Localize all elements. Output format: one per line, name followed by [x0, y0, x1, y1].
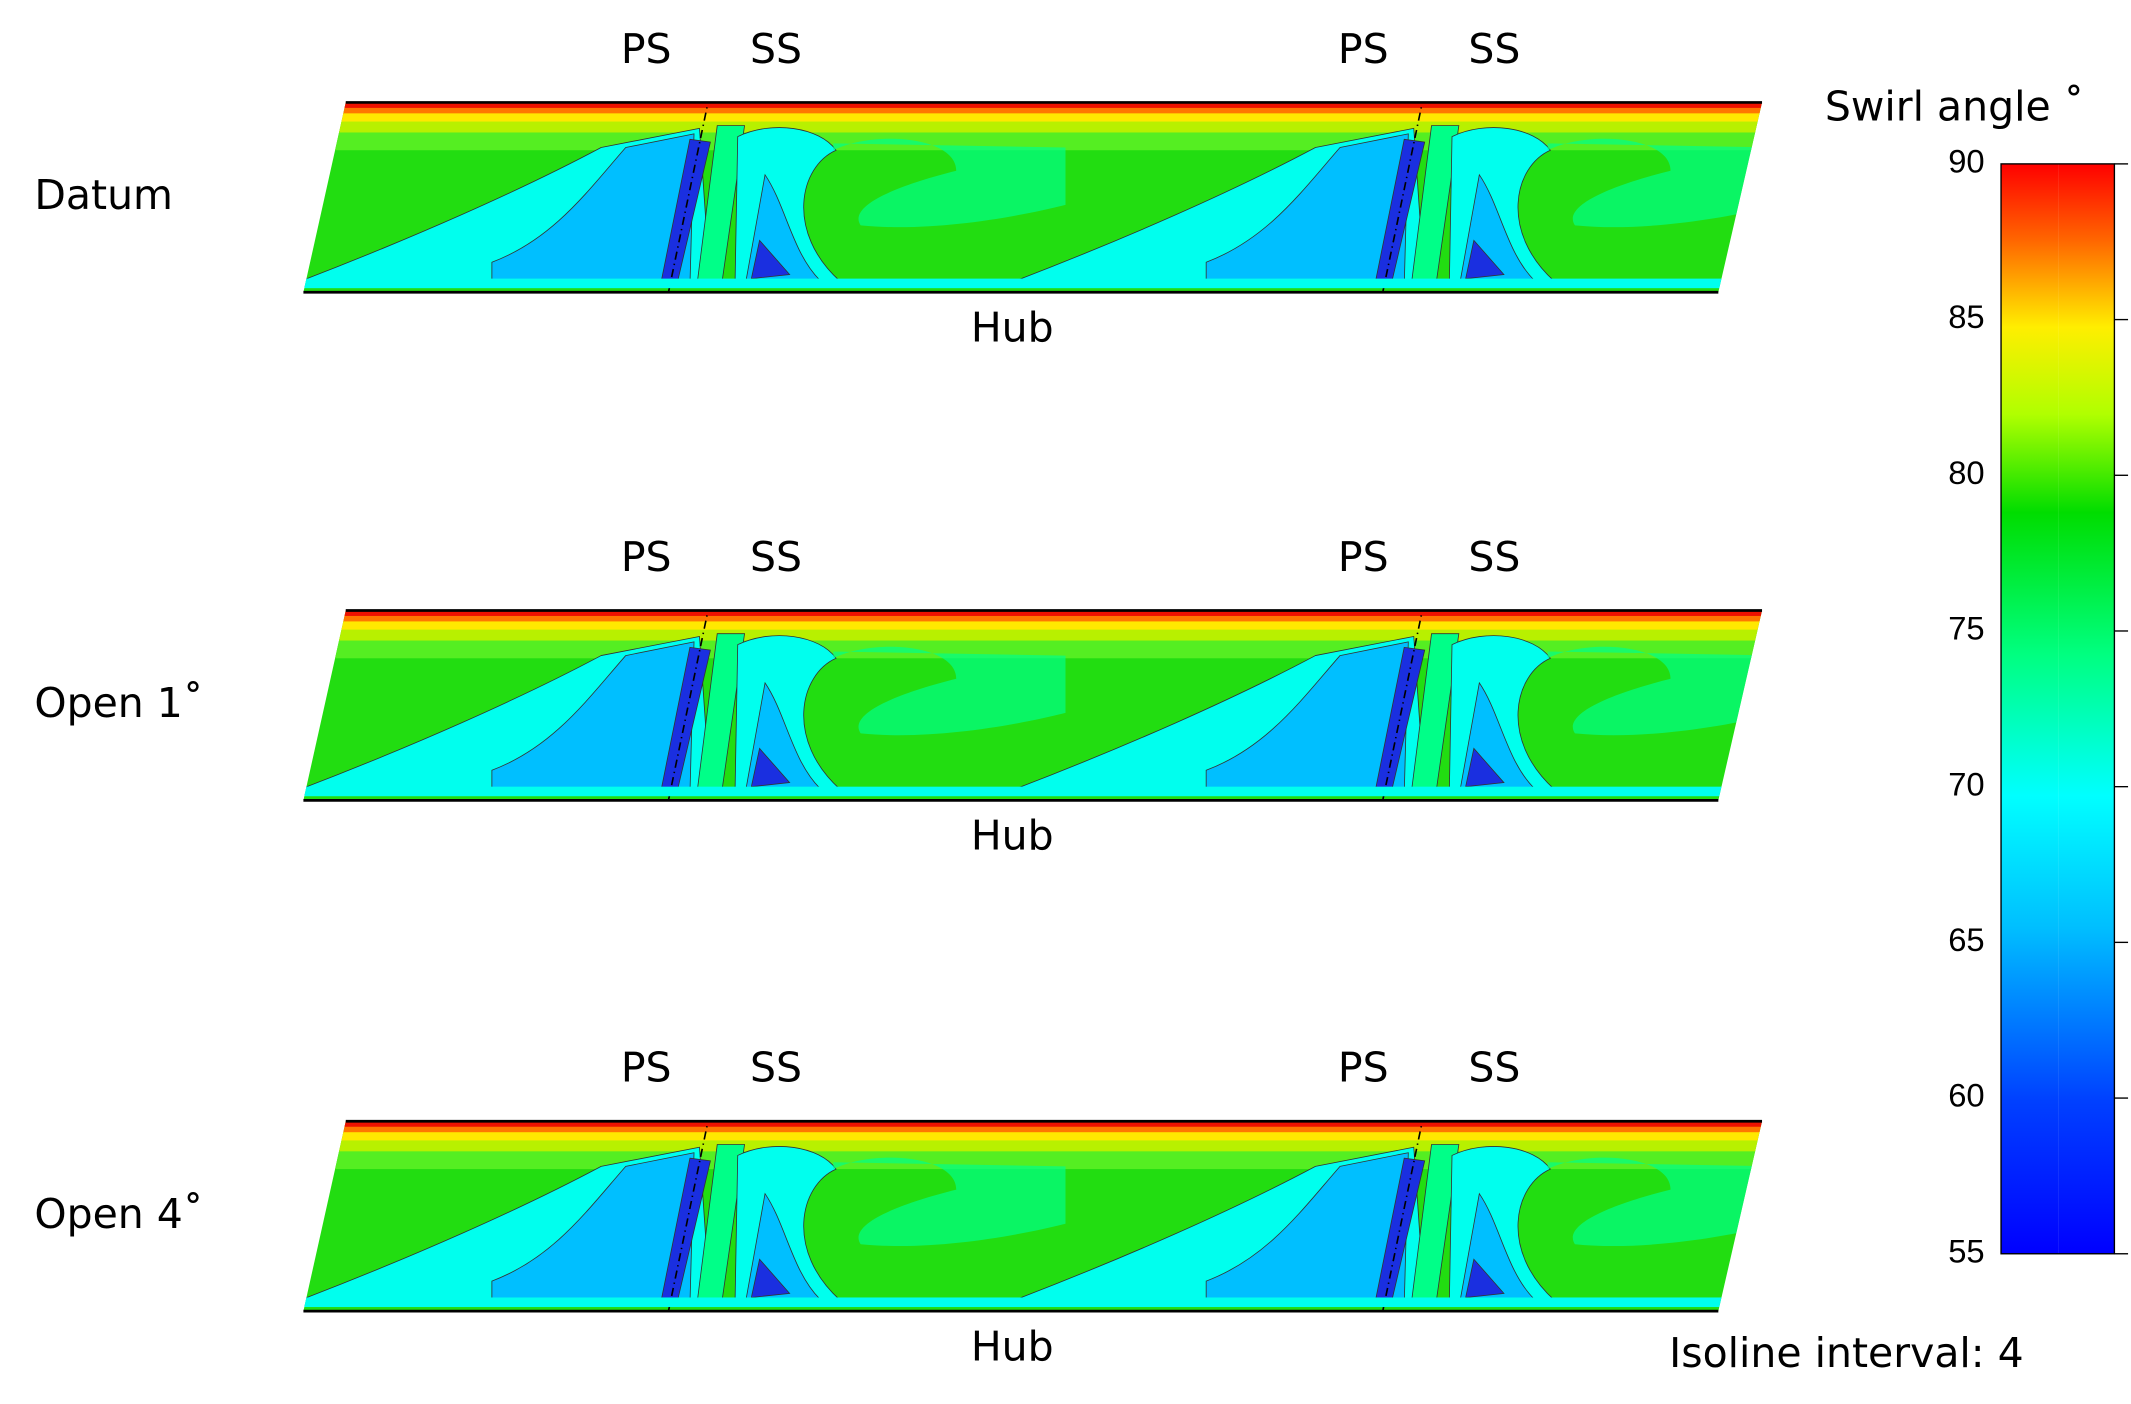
colorbar-frame: [2000, 163, 2116, 1255]
contour-panel: Open 4˚ PS SS PS SS Hub: [34, 1044, 1789, 1370]
hub-label: Hub: [971, 304, 1054, 352]
blade-label: SS: [1468, 533, 1520, 581]
colorbar-title: Swirl angle ˚: [1825, 82, 2084, 130]
contour-plot: [273, 586, 1789, 815]
colorbar-gradient: [2058, 163, 2115, 1254]
contour-plot: [273, 1097, 1789, 1326]
contour-panel: Datum PS SS PS SS Hub: [34, 25, 1789, 352]
hub-label: Hub: [971, 812, 1054, 860]
blade-label: PS: [621, 25, 672, 73]
blade-label: PS: [621, 1044, 672, 1092]
blade-label: PS: [1338, 533, 1389, 581]
colorbar-tick-label: 55: [1948, 1232, 1984, 1269]
colorbar-tick-label: 90: [1948, 143, 1984, 180]
blade-label: SS: [750, 533, 802, 581]
blade-label: PS: [621, 533, 672, 581]
colorbar-tick-label: 70: [1948, 765, 1984, 802]
colorbar-tick-label: 80: [1948, 454, 1984, 491]
note: Isoline interval: 4: [1669, 1329, 2024, 1377]
blade-label: SS: [750, 25, 802, 73]
blade-label: SS: [750, 1044, 802, 1092]
colorbar-bands: [2001, 163, 2059, 1254]
blade-label: SS: [1468, 1044, 1520, 1092]
colorbar-tick-label: 60: [1948, 1077, 1984, 1114]
colorbar-tick-label: 75: [1948, 610, 1984, 647]
hub-label: Hub: [971, 1322, 1054, 1370]
contour-panel: Open 1˚ PS SS PS SS Hub: [34, 533, 1789, 860]
panel-label: Open 4˚: [34, 1190, 203, 1238]
panel-label: Open 1˚: [34, 679, 203, 727]
colorbar-tick-label: 85: [1948, 298, 1984, 335]
panel-label: Datum: [34, 171, 173, 219]
blade-label: PS: [1338, 1044, 1389, 1092]
contour-plot: [273, 78, 1789, 307]
blade-label: PS: [1338, 25, 1389, 73]
blade-label: SS: [1468, 25, 1520, 73]
colorbar-tick-label: 65: [1948, 921, 1984, 958]
